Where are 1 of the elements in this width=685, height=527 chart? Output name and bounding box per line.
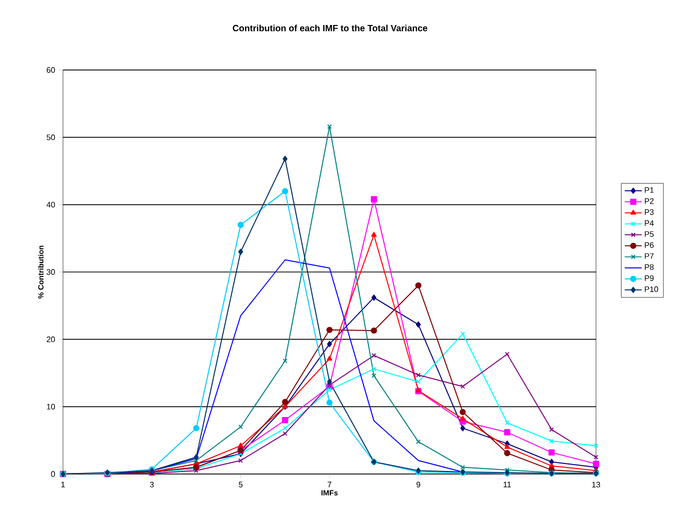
chart-title: Contribution of each IMF to the Total Variance [232,24,428,32]
